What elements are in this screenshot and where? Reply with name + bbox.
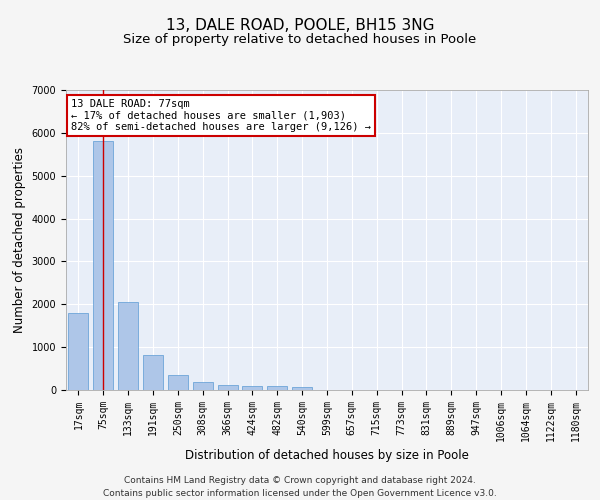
Text: 13 DALE ROAD: 77sqm
← 17% of detached houses are smaller (1,903)
82% of semi-det: 13 DALE ROAD: 77sqm ← 17% of detached ho…	[71, 99, 371, 132]
Y-axis label: Number of detached properties: Number of detached properties	[13, 147, 26, 333]
Text: 13, DALE ROAD, POOLE, BH15 3NG: 13, DALE ROAD, POOLE, BH15 3NG	[166, 18, 434, 32]
X-axis label: Distribution of detached houses by size in Poole: Distribution of detached houses by size …	[185, 449, 469, 462]
Bar	[118, 302, 138, 390]
Text: Contains HM Land Registry data © Crown copyright and database right 2024.
Contai: Contains HM Land Registry data © Crown c…	[103, 476, 497, 498]
Bar	[218, 386, 238, 390]
Bar	[292, 387, 312, 390]
Bar	[268, 386, 287, 390]
Bar	[168, 376, 188, 390]
Bar	[68, 313, 88, 390]
Bar	[143, 355, 163, 390]
Text: Size of property relative to detached houses in Poole: Size of property relative to detached ho…	[124, 32, 476, 46]
Bar	[193, 382, 212, 390]
Bar	[242, 386, 262, 390]
Bar	[94, 142, 113, 390]
